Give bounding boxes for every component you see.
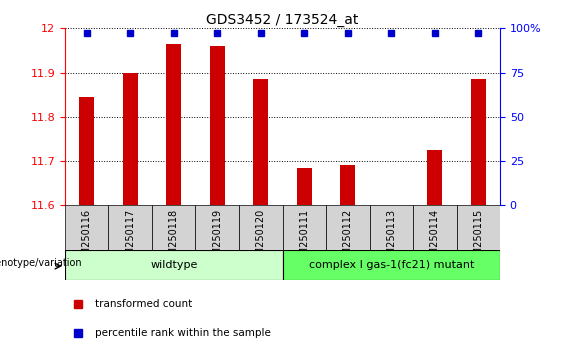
Text: complex I gas-1(fc21) mutant: complex I gas-1(fc21) mutant xyxy=(308,259,474,270)
Text: GSM250113: GSM250113 xyxy=(386,209,396,268)
Bar xyxy=(195,205,239,250)
Bar xyxy=(152,205,195,250)
Bar xyxy=(340,165,355,205)
Bar xyxy=(282,205,326,250)
Bar xyxy=(413,205,457,250)
Bar xyxy=(65,250,282,280)
Text: GSM250112: GSM250112 xyxy=(343,209,353,268)
Title: GDS3452 / 173524_at: GDS3452 / 173524_at xyxy=(206,13,359,27)
Text: GSM250116: GSM250116 xyxy=(82,209,92,268)
Text: GSM250120: GSM250120 xyxy=(256,209,266,268)
Bar xyxy=(326,205,370,250)
Text: percentile rank within the sample: percentile rank within the sample xyxy=(95,328,271,338)
Text: GSM250115: GSM250115 xyxy=(473,209,483,268)
Bar xyxy=(370,205,413,250)
Bar xyxy=(427,150,442,205)
Bar xyxy=(282,250,500,280)
Text: genotype/variation: genotype/variation xyxy=(0,258,82,268)
Text: transformed count: transformed count xyxy=(95,299,193,309)
Text: GSM250119: GSM250119 xyxy=(212,209,222,268)
Text: GSM250114: GSM250114 xyxy=(430,209,440,268)
Bar xyxy=(79,97,94,205)
Bar xyxy=(123,73,138,205)
Bar xyxy=(297,168,312,205)
Bar xyxy=(108,205,152,250)
Bar xyxy=(210,46,225,205)
Bar xyxy=(239,205,282,250)
Bar xyxy=(166,44,181,205)
Text: wildtype: wildtype xyxy=(150,259,197,270)
Bar xyxy=(471,79,486,205)
Text: GSM250118: GSM250118 xyxy=(169,209,179,268)
Bar xyxy=(253,79,268,205)
Bar xyxy=(65,205,108,250)
Text: GSM250117: GSM250117 xyxy=(125,209,135,268)
Bar xyxy=(457,205,500,250)
Text: GSM250111: GSM250111 xyxy=(299,209,309,268)
